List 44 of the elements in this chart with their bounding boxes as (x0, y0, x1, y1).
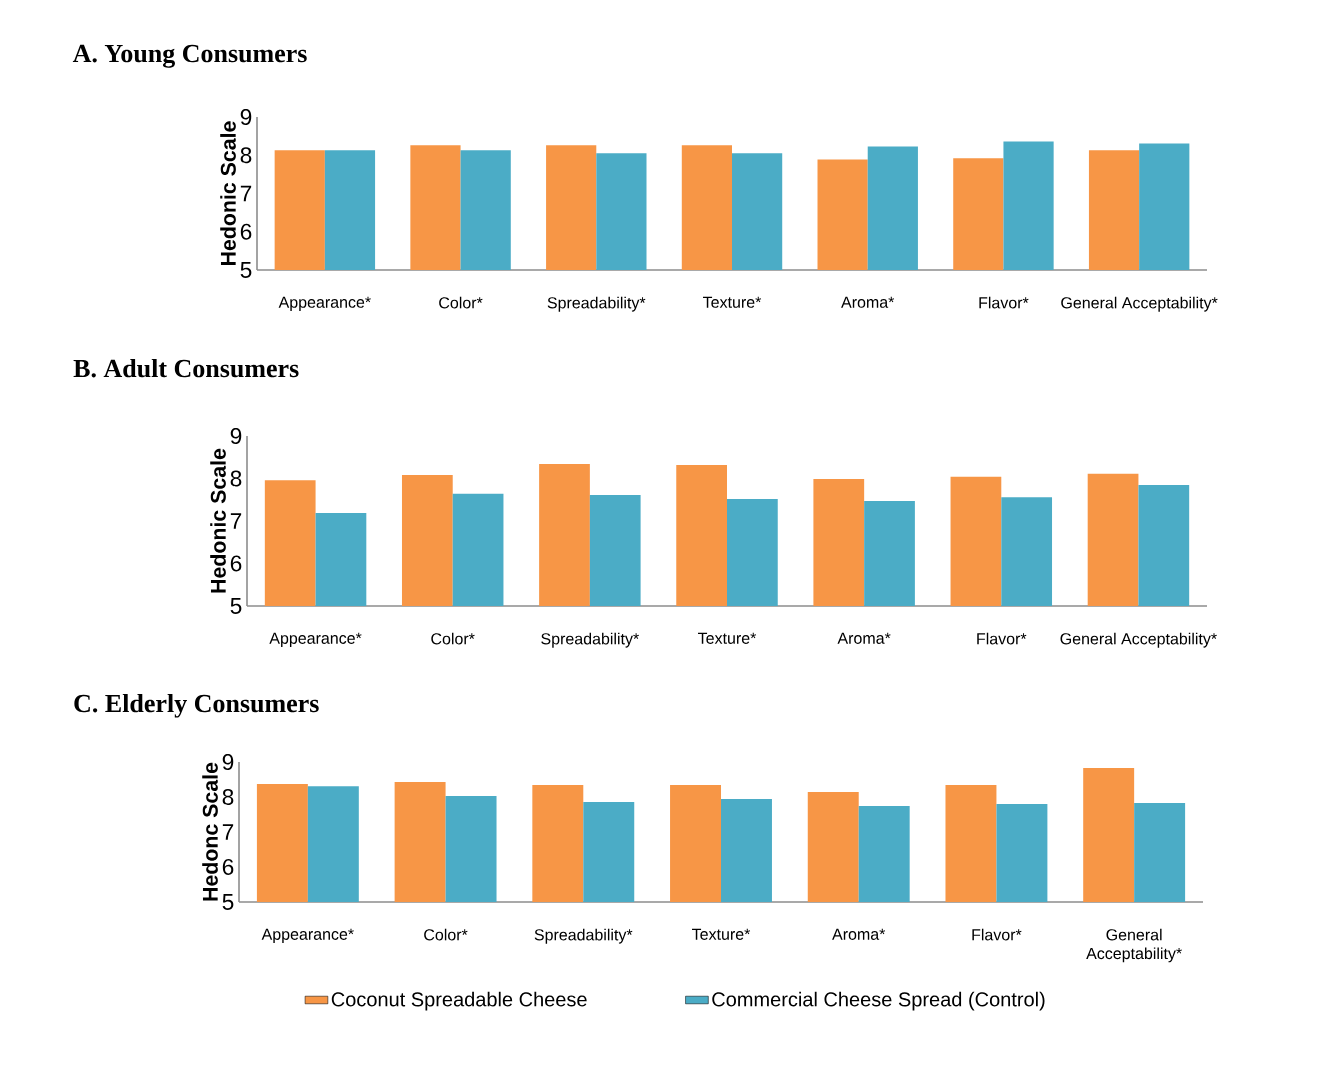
y-tick-label: 8 (222, 788, 234, 806)
x-tick-label: Texture* (703, 296, 762, 308)
x-tick-label: Aroma* (841, 296, 895, 308)
x-tick-label: Spreadability* (534, 928, 633, 944)
x-tick-label: Aroma* (832, 928, 886, 940)
y-tick-label: 5 (222, 894, 234, 910)
x-tick-label: Appearance* (261, 928, 354, 944)
y-tick-label: 5 (230, 598, 242, 614)
x-tick-label: Color* (431, 632, 475, 645)
y-tick-label: 8 (240, 147, 252, 164)
y-axis-title: Hedonic Scale (220, 121, 236, 265)
y-tick-label: 6 (230, 555, 242, 572)
x-tick-label: Flavor* (979, 296, 1029, 309)
chart-title: C. Elderly Consumers (74, 693, 319, 718)
y-tick-label: 8 (230, 470, 242, 487)
y-axis-title: Hedonic Scale (210, 448, 226, 593)
x-tick-label: Texture* (698, 632, 757, 644)
x-tick-label: Appearance* (278, 296, 371, 312)
y-tick-label: 6 (240, 223, 252, 240)
y-tick-label: 9 (222, 753, 234, 771)
x-tick-label: Texture* (692, 928, 751, 940)
x-tick-label: Flavor* (977, 632, 1027, 645)
legend-label: Commercial Cheese Spread (Control) (712, 991, 1045, 1011)
x-tick-label: Color* (424, 928, 468, 941)
x-tick-label: General Acceptability* (1060, 632, 1217, 648)
x-tick-label: General Acceptability* (1061, 296, 1218, 312)
y-tick-label: 9 (240, 108, 252, 126)
x-tick-label: Flavor* (972, 928, 1022, 941)
x-tick-label: Color* (439, 296, 483, 309)
y-tick-label: 7 (222, 824, 234, 840)
y-tick-label: 9 (230, 427, 242, 445)
x-tick-label: Spreadability* (547, 296, 646, 312)
y-tick-label: 6 (222, 858, 234, 876)
y-tick-label: 7 (240, 185, 252, 202)
x-tick-label: General Acceptability* (1086, 928, 1182, 963)
x-tick-label: Spreadability* (541, 632, 639, 648)
x-tick-label: Appearance* (269, 632, 362, 648)
y-tick-label: 7 (230, 513, 242, 529)
y-axis-title: Hedonc Scale (202, 762, 218, 901)
chart-title: B. Adult Consumers (73, 358, 299, 378)
chart-title: A. Young Consumers (72, 44, 307, 68)
y-tick-label: 5 (240, 262, 252, 278)
x-tick-label: Aroma* (837, 632, 891, 644)
legend-label: Coconut Spreadable Cheese (331, 991, 587, 1011)
